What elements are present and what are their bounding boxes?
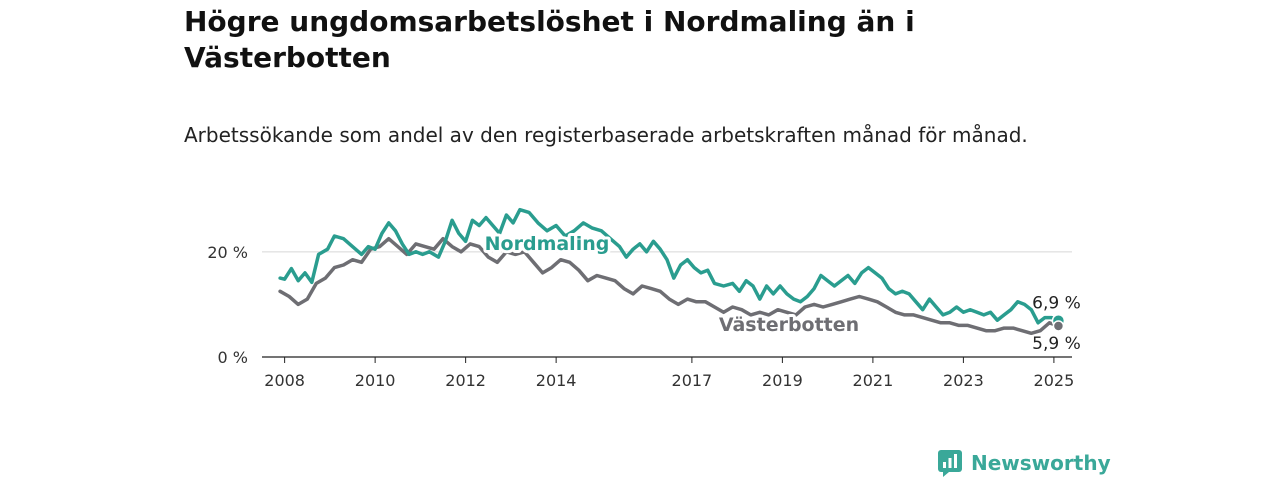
newsworthy-logo: Newsworthy xyxy=(937,448,1111,478)
y-tick-label: 0 % xyxy=(218,348,248,367)
series-label-västerbotten: Västerbotten xyxy=(719,314,859,336)
series-label-halo: Västerbotten xyxy=(719,314,859,336)
chart-subtitle: Arbetssökande som andel av den registerb… xyxy=(184,123,1028,147)
x-tick-label: 2019 xyxy=(762,371,803,390)
x-tick-label: 2014 xyxy=(536,371,577,390)
series-label-nordmaling: Nordmaling xyxy=(485,233,610,255)
x-tick-label: 2010 xyxy=(355,371,396,390)
x-tick-label: 2023 xyxy=(943,371,984,390)
series-label-halo: Nordmaling xyxy=(485,233,610,255)
end-value-label: 5,9 % xyxy=(1032,334,1081,354)
series-line-västerbotten xyxy=(278,236,1061,336)
end-value-label: 6,9 % xyxy=(1032,294,1081,314)
end-point-västerbotten xyxy=(1052,320,1065,332)
x-tick-label: 2012 xyxy=(445,371,486,390)
bar-chart-logo-icon xyxy=(938,450,962,477)
x-tick-label: 2025 xyxy=(1034,371,1075,390)
x-tick-label: 2021 xyxy=(853,371,894,390)
logo-text: Newsworthy xyxy=(971,451,1111,475)
y-tick-label: 20 % xyxy=(207,243,248,262)
chart-title: Högre ungdomsarbetslöshet i Nordmaling ä… xyxy=(184,5,915,74)
x-tick-label: 2017 xyxy=(672,371,713,390)
series-line-nordmaling xyxy=(278,207,1061,325)
x-tick-label: 2008 xyxy=(264,371,305,390)
